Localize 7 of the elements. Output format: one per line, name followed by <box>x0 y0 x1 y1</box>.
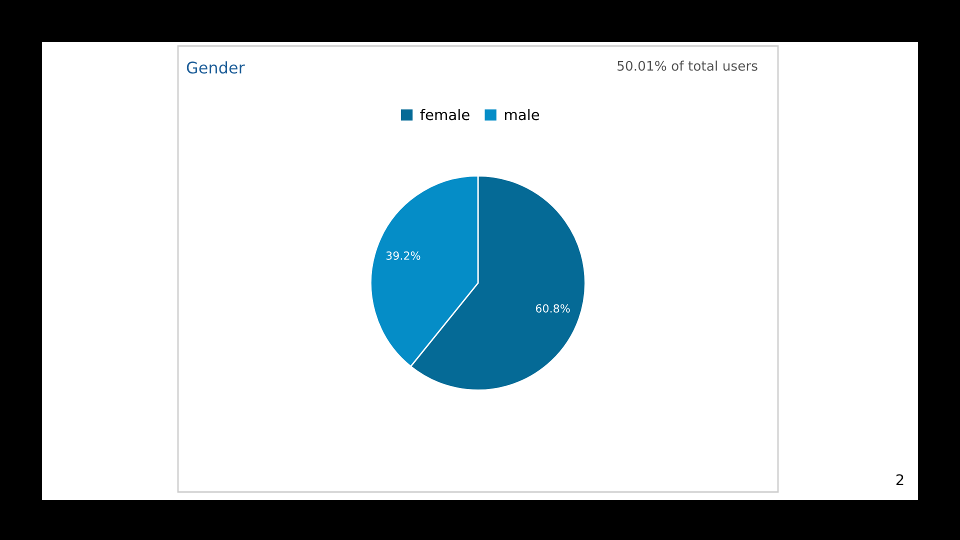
data-label: 60.8% <box>536 304 570 313</box>
legend-label: male <box>505 108 540 120</box>
text: 2 <box>896 474 904 486</box>
text: Gender <box>186 61 245 74</box>
text: 50.01% of total users <box>618 60 758 71</box>
legend-label: female <box>420 108 470 120</box>
data-label: 39.2% <box>386 251 420 260</box>
